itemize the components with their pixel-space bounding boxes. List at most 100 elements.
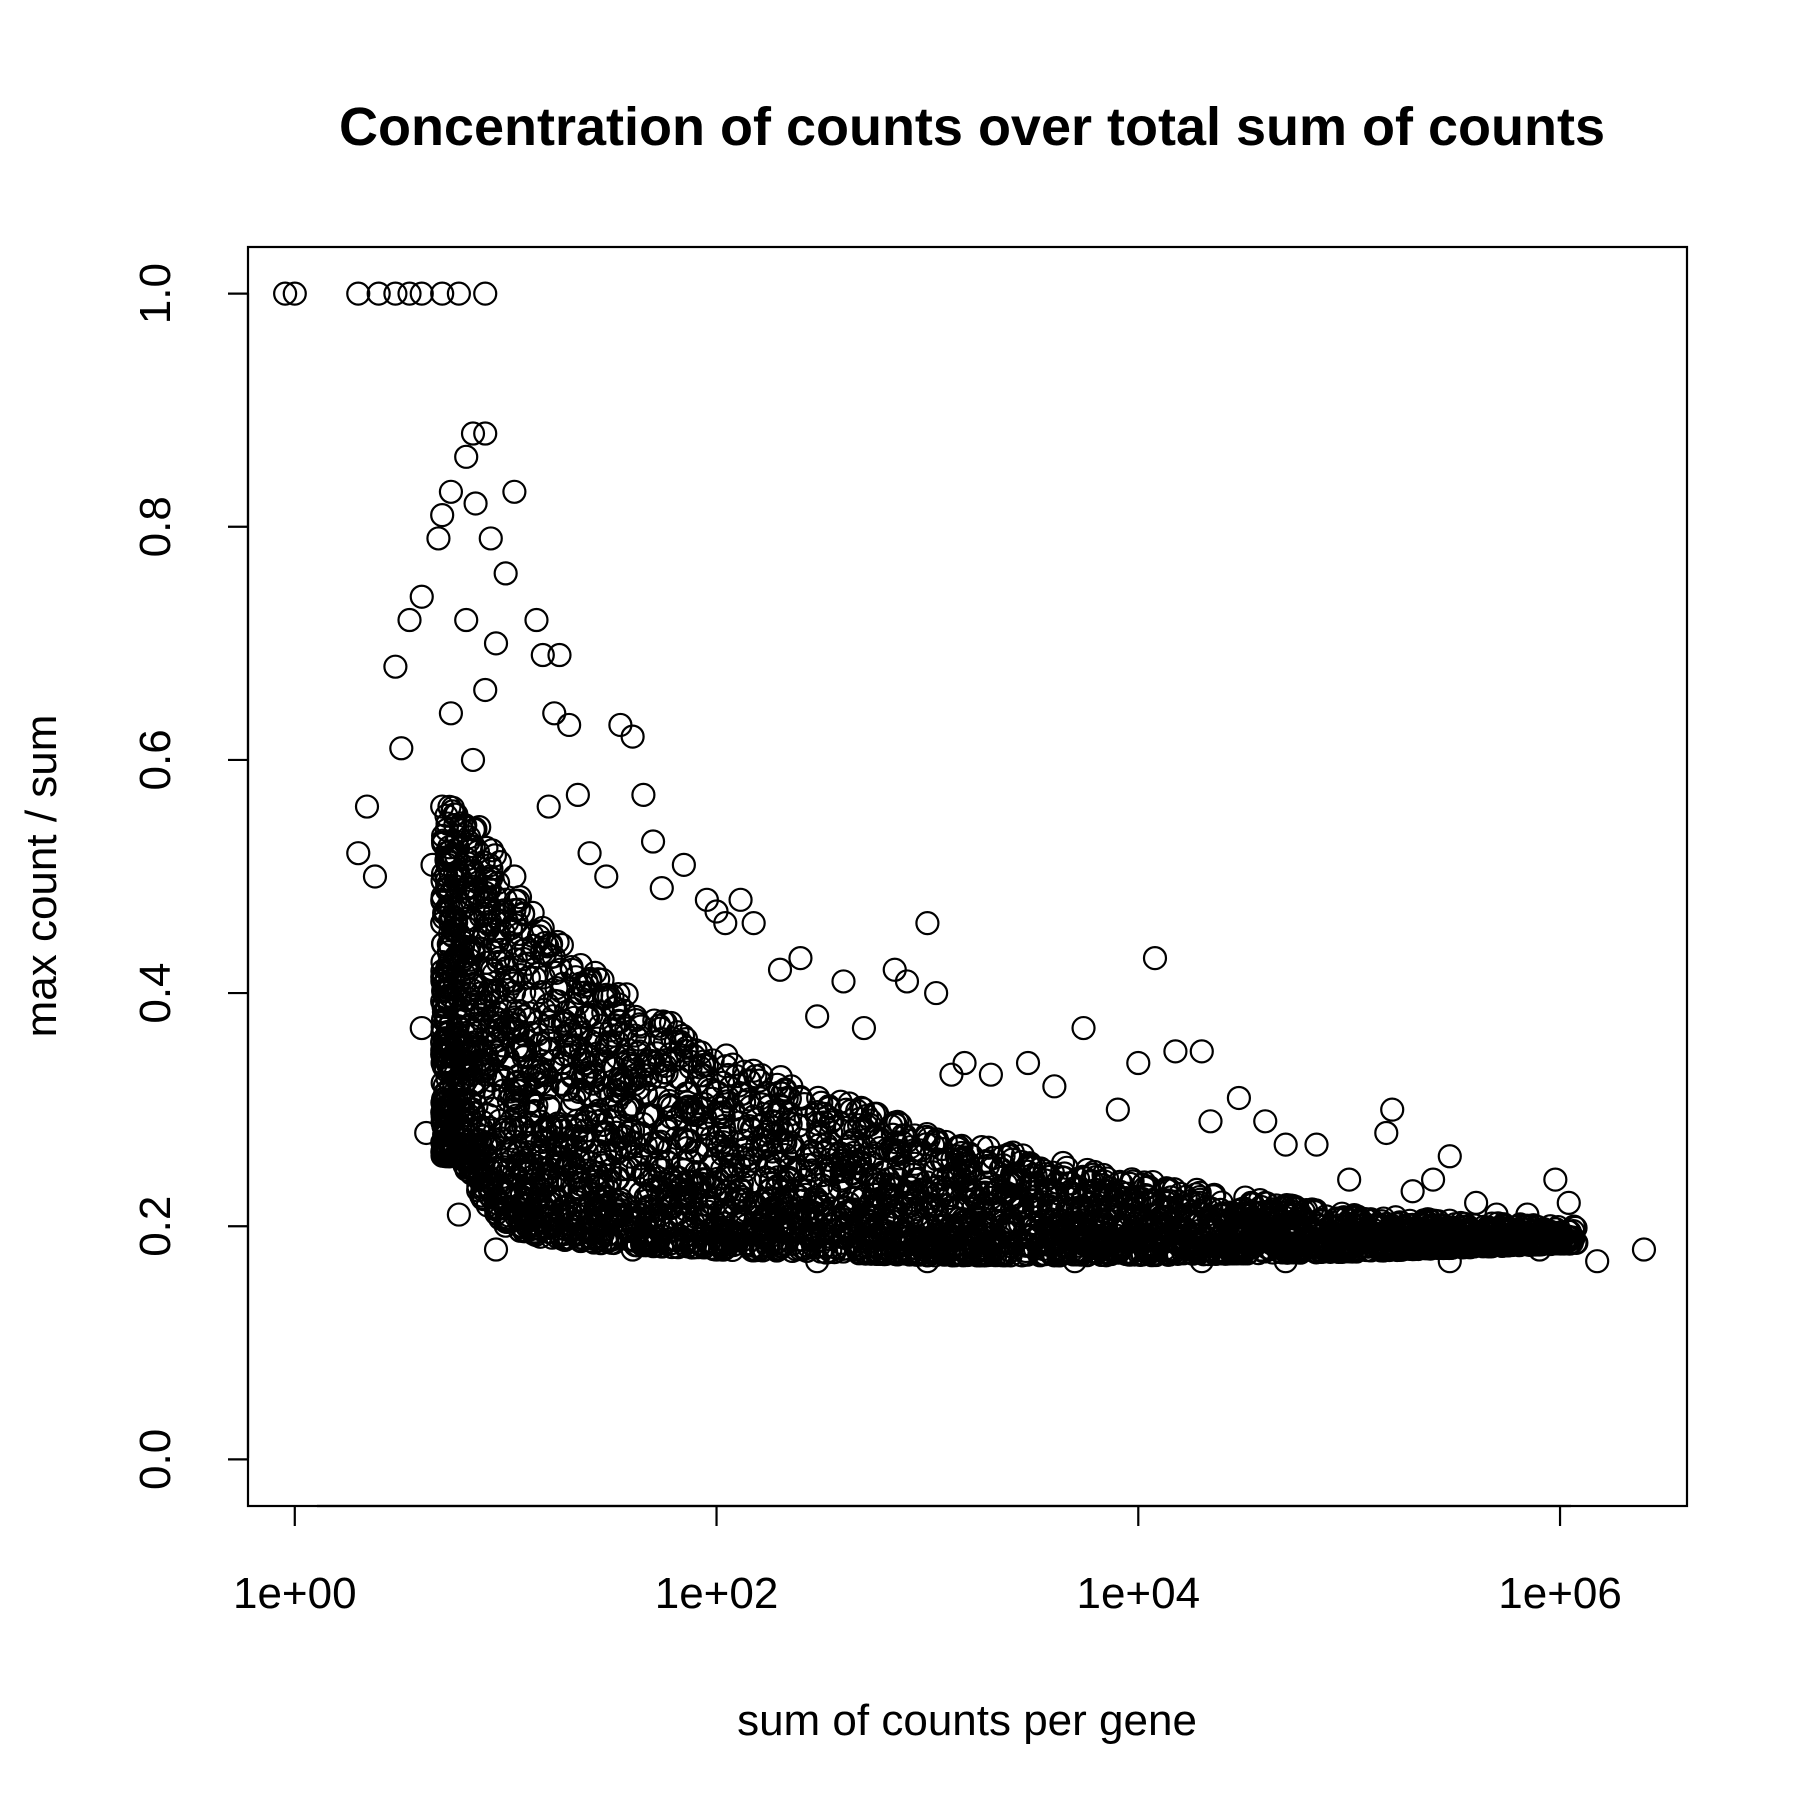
data-point (544, 960, 569, 985)
data-point (1226, 1085, 1252, 1111)
data-point (1065, 1166, 1091, 1191)
data-point (585, 1026, 610, 1051)
data-point (1374, 1120, 1399, 1146)
data-point (474, 866, 499, 891)
data-point (473, 1040, 498, 1065)
data-point (741, 1236, 766, 1261)
data-point (939, 1062, 964, 1087)
data-point (780, 1231, 805, 1256)
data-point (894, 969, 920, 994)
data-point (728, 887, 753, 912)
chart-title: Concentration of counts over total sum o… (339, 97, 1605, 157)
data-point (1198, 1109, 1223, 1134)
data-point (553, 1011, 578, 1036)
data-point (435, 954, 460, 980)
data-point (1043, 1213, 1068, 1238)
data-point (1209, 1190, 1234, 1215)
data-point (736, 1146, 762, 1171)
data-point (728, 1206, 753, 1231)
data-point (699, 1124, 724, 1150)
data-point (409, 281, 434, 306)
data-point (1069, 1194, 1094, 1219)
data-point (432, 898, 458, 924)
data-point (851, 1015, 877, 1041)
data-point (491, 1064, 516, 1090)
data-point (673, 1096, 698, 1121)
data-point (485, 949, 511, 975)
data-point (528, 1031, 553, 1056)
data-point (604, 1166, 629, 1191)
data-point (890, 1153, 916, 1178)
data-point (432, 1143, 457, 1168)
data-point (1050, 1150, 1076, 1176)
x-tick-label: 1e+00 (233, 1569, 357, 1618)
data-point (1015, 1050, 1041, 1076)
data-point (1126, 1050, 1151, 1076)
data-point (383, 654, 408, 679)
data-point (553, 1023, 578, 1048)
data-point (1299, 1197, 1325, 1222)
data-point (479, 1024, 505, 1050)
data-point (952, 1050, 977, 1076)
data-points (273, 281, 1657, 1274)
data-point (999, 1187, 1024, 1212)
data-point (556, 1077, 581, 1102)
data-point (1424, 1217, 1449, 1242)
data-point (833, 1115, 859, 1140)
data-point (658, 1191, 683, 1217)
data-point (805, 1004, 830, 1029)
data-point (548, 1144, 574, 1169)
data-point (559, 957, 585, 982)
data-point (619, 1209, 644, 1234)
data-point (807, 1132, 832, 1158)
data-point (531, 965, 556, 990)
data-point (904, 1167, 930, 1192)
data-point (443, 868, 468, 893)
data-point (908, 1216, 933, 1241)
data-point (557, 1018, 583, 1043)
data-point (880, 1176, 905, 1201)
data-point (430, 503, 455, 528)
data-point (1585, 1249, 1610, 1274)
data-point (504, 1078, 530, 1103)
data-point (594, 864, 619, 889)
data-point (536, 1160, 561, 1186)
data-point (1556, 1224, 1581, 1249)
data-point (771, 1129, 796, 1154)
data-point (740, 1238, 765, 1263)
data-point (892, 1219, 917, 1244)
data-point (832, 1200, 857, 1225)
data-point (493, 561, 518, 586)
data-point (606, 1079, 631, 1104)
data-point (598, 1158, 623, 1183)
y-tick-label: 0.4 (131, 962, 180, 1023)
data-point (1380, 1223, 1405, 1249)
data-point (915, 911, 940, 936)
data-point (1546, 1226, 1571, 1252)
data-point (486, 979, 511, 1004)
data-point (1273, 1132, 1298, 1157)
data-point (649, 1026, 674, 1052)
data-point (783, 1198, 808, 1223)
x-axis: 1e+00 1e+02 1e+04 1e+06 sum of counts per g… (233, 1504, 1622, 1745)
data-point (831, 969, 856, 994)
data-point (671, 852, 696, 877)
data-point (606, 1067, 632, 1092)
data-point (508, 963, 533, 988)
data-point (977, 1242, 1002, 1267)
data-point (454, 607, 479, 633)
y-axis: 0.0 0.2 0.4 0.6 0.8 1.0 max count / sum (17, 263, 250, 1490)
data-point (684, 1094, 710, 1119)
data-point (1337, 1167, 1362, 1192)
data-point (568, 1225, 594, 1250)
data-point (541, 944, 566, 969)
data-point (1189, 1249, 1214, 1274)
data-point (389, 736, 414, 761)
data-point (673, 1038, 698, 1063)
data-point (923, 1234, 948, 1259)
data-point (594, 1229, 619, 1254)
data-point (1092, 1178, 1117, 1203)
y-tick-label: 0.6 (131, 729, 180, 790)
data-point (1107, 1169, 1132, 1194)
